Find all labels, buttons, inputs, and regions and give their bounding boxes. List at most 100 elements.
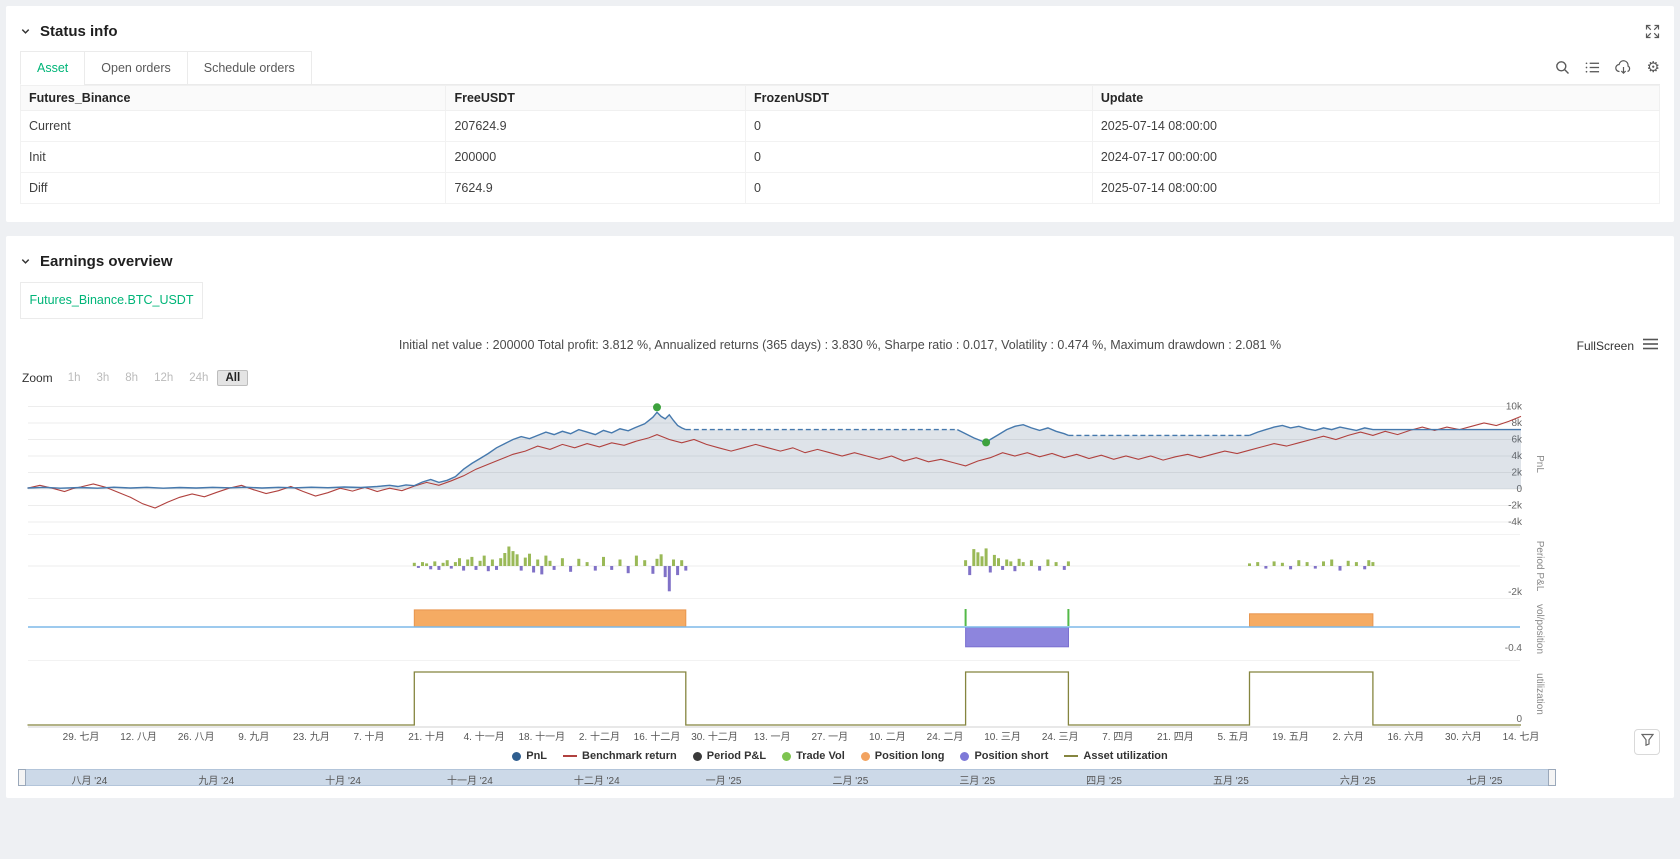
legend-label: PnL: [526, 750, 548, 762]
earnings-chart[interactable]: 10k 8k 6k 4k 2k 0 -2k -4k -2k -0.4 0 29. 七月 12. 八月 26…: [20, 390, 1660, 744]
cell-free: 207624.9: [445, 110, 747, 142]
svg-text:utilization: utilization: [1534, 673, 1545, 715]
svg-text:18. 十一月: 18. 十一月: [518, 730, 565, 743]
cell-update: 2025-07-14 08:00:00: [1091, 172, 1661, 204]
svg-text:24. 二月: 24. 二月: [927, 731, 964, 743]
svg-text:7. 十月: 7. 十月: [353, 730, 384, 743]
tab-schedule-orders[interactable]: Schedule orders: [186, 51, 312, 85]
legend-dot-icon: [692, 751, 702, 761]
svg-text:Period P&L: Period P&L: [1534, 541, 1545, 592]
legend-label: Position short: [974, 750, 1049, 762]
zoom-range-selector: Zoom 1h 3h 8h 12h 24h All: [20, 367, 1660, 388]
table-row-init: Init 200000 0 2024-07-17 00:00:00: [19, 141, 1661, 173]
zoom-button-1h[interactable]: 1h: [67, 371, 81, 384]
svg-text:29. 七月: 29. 七月: [63, 731, 100, 743]
zoom-label: Zoom: [22, 370, 53, 385]
col-header-futures-binance: Futures_Binance: [19, 85, 447, 111]
zoom-button-3h[interactable]: 3h: [96, 371, 110, 384]
zoom-button-24h[interactable]: 24h: [189, 371, 209, 384]
zoom-button-12h[interactable]: 12h: [154, 371, 174, 384]
navigator-month-label: 十月 '24: [325, 776, 361, 787]
tab-asset[interactable]: Asset: [20, 51, 86, 85]
navigator-month-label: 十二月 '24: [573, 776, 620, 787]
collapse-chevron-icon[interactable]: [20, 256, 31, 267]
svg-text:23. 九月: 23. 九月: [293, 731, 330, 743]
cell-frozen: 0: [745, 110, 1093, 142]
table-header-row: Futures_Binance FreeUSDT FrozenUSDT Upda…: [19, 85, 1661, 111]
svg-text:10. 二月: 10. 二月: [869, 731, 906, 743]
collapse-chevron-icon[interactable]: [20, 26, 31, 37]
legend-item-period-p-l[interactable]: Period P&L: [692, 750, 767, 762]
svg-text:0: 0: [1516, 484, 1522, 495]
list-icon[interactable]: [1585, 60, 1600, 75]
navigator-month-label: 三月 '25: [959, 776, 996, 787]
svg-text:vol/position: vol/position: [1534, 604, 1545, 654]
filter-button[interactable]: [1634, 729, 1660, 755]
table-row-diff: Diff 7624.9 0 2025-07-14 08:00:00: [19, 172, 1661, 204]
chart-legend: PnL Benchmark return Period P&L Trade Vol Po…: [20, 748, 1660, 764]
legend-label: Asset utilization: [1083, 750, 1168, 762]
legend-label: Benchmark return: [582, 750, 677, 762]
chart-menu-icon[interactable]: [1643, 338, 1658, 353]
svg-text:4k: 4k: [1511, 451, 1523, 462]
legend-item-benchmark-return[interactable]: Benchmark return: [563, 750, 677, 762]
svg-text:5. 五月: 5. 五月: [1217, 731, 1248, 743]
chart-navigator[interactable]: 八月 '24 九月 '24 十月 '24 十一月 '24 十二月 '24 一月 '25 二月…: [18, 769, 1556, 787]
cell-frozen: 0: [745, 141, 1093, 173]
svg-text:4. 十一月: 4. 十一月: [464, 730, 505, 743]
cell-free: 7624.9: [445, 172, 747, 204]
svg-text:-2k: -2k: [1508, 587, 1523, 598]
fullscreen-button[interactable]: FullScreen: [1576, 338, 1634, 353]
svg-text:27. 一月: 27. 一月: [811, 731, 848, 743]
cell-free: 200000: [445, 141, 747, 173]
tab-futures-binance-btc-usdt[interactable]: Futures_Binance.BTC_USDT: [20, 282, 203, 319]
tab-open-orders[interactable]: Open orders: [84, 51, 188, 85]
svg-text:12. 八月: 12. 八月: [120, 731, 157, 743]
zoom-button-8h[interactable]: 8h: [125, 371, 139, 384]
legend-item-trade-vol[interactable]: Trade Vol: [782, 750, 845, 762]
svg-text:16. 六月: 16. 六月: [1387, 731, 1424, 743]
col-header-update: Update: [1091, 85, 1661, 111]
cell-frozen: 0: [745, 172, 1093, 204]
navigator-month-label: 十一月 '24: [447, 776, 493, 787]
svg-text:2. 六月: 2. 六月: [1333, 731, 1364, 743]
search-icon[interactable]: [1555, 60, 1570, 75]
svg-text:-2k: -2k: [1508, 501, 1523, 512]
navigator-month-label: 六月 '25: [1339, 776, 1376, 787]
table-row-current: Current 207624.9 0 2025-07-14 08:00:00: [19, 110, 1661, 142]
svg-text:2k: 2k: [1511, 468, 1523, 479]
navigator-month-label: 二月 '25: [832, 776, 869, 787]
earnings-overview-panel: Earnings overview Futures_Binance.BTC_US…: [6, 236, 1674, 798]
legend-item-pnl[interactable]: PnL: [512, 750, 547, 762]
svg-text:9. 九月: 9. 九月: [238, 731, 269, 743]
navigator-handle-right[interactable]: [1548, 769, 1556, 786]
svg-text:7. 四月: 7. 四月: [1102, 731, 1133, 743]
legend-item-position-long[interactable]: Position long: [860, 750, 944, 762]
navigator-handle-left[interactable]: [18, 769, 26, 786]
svg-text:19. 五月: 19. 五月: [1272, 731, 1309, 743]
svg-text:30. 六月: 30. 六月: [1445, 731, 1482, 743]
legend-dot-icon: [512, 751, 522, 761]
svg-text:21. 十月: 21. 十月: [408, 730, 445, 743]
row-label-current[interactable]: Current: [19, 110, 447, 142]
navigator-month-label: 七月 '25: [1466, 776, 1503, 787]
svg-text:21. 四月: 21. 四月: [1157, 731, 1194, 743]
navigator-month-label: 八月 '24: [71, 776, 108, 787]
svg-text:10k: 10k: [1506, 402, 1523, 413]
legend-label: Trade Vol: [796, 750, 845, 762]
expand-icon[interactable]: [1645, 24, 1660, 39]
svg-text:PnL: PnL: [1534, 455, 1545, 473]
legend-item-position-short[interactable]: Position short: [960, 750, 1048, 762]
status-info-panel: Status info Asset Open orders Schedule o…: [6, 6, 1674, 222]
funnel-icon: [1640, 733, 1654, 751]
navigator-month-label: 九月 '24: [198, 776, 235, 787]
cloud-download-icon[interactable]: [1614, 60, 1632, 75]
gear-icon[interactable]: ⚙: [1646, 58, 1660, 76]
legend-item-asset-utilization[interactable]: Asset utilization: [1064, 750, 1168, 762]
legend-label: Period P&L: [706, 750, 767, 762]
earnings-overview-title: Earnings overview: [40, 252, 173, 270]
svg-text:14. 七月: 14. 七月: [1503, 731, 1540, 743]
zoom-button-all[interactable]: All: [217, 369, 249, 386]
navigator-month-label: 四月 '25: [1086, 776, 1122, 787]
svg-text:8k: 8k: [1511, 418, 1523, 429]
